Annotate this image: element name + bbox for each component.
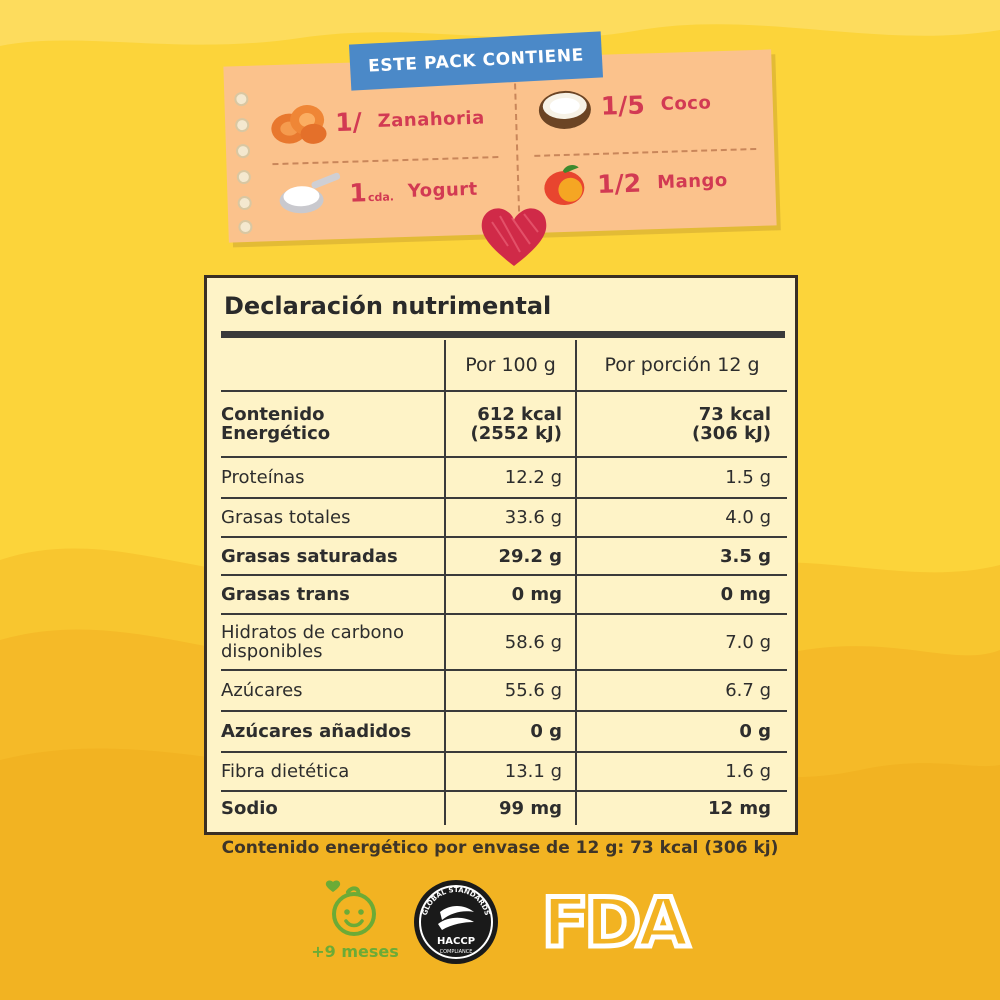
ingredient-name: Yogurt	[407, 178, 479, 202]
pack-item-yogurt: 1cda. Yogurt	[277, 167, 479, 217]
value-line: 612 kcal	[477, 404, 562, 425]
row-label: Grasas saturadas	[221, 537, 445, 576]
row-value-serving: 4.0 g	[576, 498, 787, 538]
row-label: Contenido Energético	[221, 391, 445, 458]
table-row: Grasas saturadas 29.2 g 3.5 g	[221, 537, 787, 576]
table-row: Azúcares 55.6 g 6.7 g	[221, 670, 787, 712]
quantity: 1/	[334, 106, 363, 137]
row-label: Grasas trans	[221, 575, 445, 615]
pack-card: 1/ Zanahoria 1/5 Coco 1cda. Yogurt	[223, 49, 777, 243]
table-row: Grasas totales 33.6 g 4.0 g	[221, 498, 787, 538]
quantity-unit: cda.	[367, 189, 395, 204]
row-label-line: disponibles	[221, 641, 323, 662]
row-value-100g: 12.2 g	[444, 457, 577, 499]
pack-card-body: 1/ Zanahoria 1/5 Coco 1cda. Yogurt	[223, 49, 777, 243]
haccp-seal-icon: GLOBAL STANDARDS HACCP COMPLIANCE	[414, 880, 498, 964]
row-label-line: Hidratos de carbono	[221, 622, 404, 643]
pack-item-zanahoria: 1/ Zanahoria	[268, 94, 485, 147]
row-value-serving: 0 g	[576, 711, 787, 753]
nutrition-facts-panel: Declaración nutrimental Por 100 g Por po…	[204, 275, 798, 835]
row-value-100g: 99 mg	[444, 791, 577, 825]
row-label: Hidratos de carbono disponibles	[221, 614, 445, 671]
row-label-line: Energético	[221, 423, 331, 444]
table-row: Grasas trans 0 mg 0 mg	[221, 575, 787, 615]
binder-hole	[234, 91, 249, 107]
quantity-number: 1	[348, 177, 368, 208]
row-label: Grasas totales	[221, 498, 445, 538]
value-line: (306 kJ)	[692, 423, 771, 444]
ingredient-name: Mango	[656, 169, 729, 193]
row-label: Sodio	[221, 798, 278, 819]
haccp-bottom-text: COMPLIANCE	[440, 949, 473, 955]
row-value-100g: 0 g	[444, 711, 577, 753]
table-row: Fibra dietética 13.1 g 1.6 g	[221, 752, 787, 792]
table-row: Contenido Energético 612 kcal (2552 kJ) 73…	[221, 391, 787, 458]
row-label: Azúcares	[221, 670, 445, 712]
title-rule	[221, 331, 785, 338]
energy-per-package-note: Contenido energético por envase de 12 g:…	[221, 838, 779, 858]
row-value-serving: 3.5 g	[576, 537, 787, 576]
fda-text: FDA	[542, 886, 690, 954]
header-empty	[221, 340, 445, 392]
divider-horizontal	[272, 156, 499, 166]
binder-hole	[237, 195, 252, 211]
pack-item-mango: 1/2 Mango	[539, 157, 729, 209]
baby-face-icon	[325, 880, 376, 936]
pack-item-coco: 1/5 Coco	[536, 79, 712, 130]
table-row: Sodio 99 mg 12 mg	[221, 791, 787, 825]
value-line: 73 kcal	[698, 404, 771, 425]
binder-hole	[238, 219, 253, 235]
carrot-icon	[271, 105, 327, 144]
row-value-100g: 612 kcal (2552 kJ)	[444, 391, 577, 458]
row-value-100g: 0 mg	[444, 575, 577, 615]
divider-vertical	[514, 83, 521, 212]
coconut-icon	[538, 90, 591, 129]
mango-icon	[544, 165, 585, 206]
row-value-100g: 55.6 g	[444, 670, 577, 712]
row-value-100g: 29.2 g	[444, 537, 577, 576]
fda-logo: FDA	[540, 886, 696, 954]
table-row: Azúcares añadidos 0 g 0 g	[221, 711, 787, 753]
row-value-serving: 73 kcal (306 kJ)	[576, 391, 787, 458]
header-per-100g: Por 100 g	[444, 340, 577, 392]
divider-horizontal	[534, 147, 757, 157]
row-label: Fibra dietética	[221, 752, 445, 792]
yogurt-spoon-icon	[279, 172, 341, 214]
nutrition-title: Declaración nutrimental	[224, 292, 552, 320]
row-value-serving: 0 mg	[576, 575, 787, 615]
ingredient-name: Coco	[660, 91, 712, 115]
quantity: 1cda.	[349, 177, 400, 208]
nutrition-table: Por 100 g Por porción 12 g Contenido Ener…	[221, 340, 787, 825]
binder-hole	[234, 117, 250, 133]
row-label: Proteínas	[221, 457, 445, 499]
table-row: Proteínas 12.2 g 1.5 g	[221, 457, 787, 499]
row-value-serving: 1.6 g	[576, 752, 787, 792]
table-row: Hidratos de carbono disponibles 58.6 g 7.…	[221, 614, 787, 671]
haccp-main-text: HACCP	[437, 936, 475, 947]
ingredient-name: Zanahoria	[377, 106, 486, 132]
quantity: 1/5	[600, 89, 646, 121]
binder-hole	[235, 143, 251, 159]
age-label: +9 meses	[311, 942, 399, 961]
row-label-line: Contenido	[221, 404, 325, 425]
table-header-row: Por 100 g Por porción 12 g	[221, 340, 787, 392]
heart-icon	[481, 208, 547, 266]
row-value-serving: 1.5 g	[576, 457, 787, 499]
row-label: Azúcares añadidos	[221, 711, 445, 753]
row-value-100g: 33.6 g	[444, 498, 577, 538]
quantity: 1/2	[596, 168, 642, 199]
row-value-100g: 13.1 g	[444, 752, 577, 792]
value-line: (2552 kJ)	[470, 423, 563, 444]
row-value-serving: 7.0 g	[576, 614, 787, 671]
row-value-serving: 6.7 g	[576, 670, 787, 712]
row-value-serving: 12 mg	[708, 798, 771, 819]
header-per-serving: Por porción 12 g	[576, 340, 787, 392]
binder-hole	[236, 169, 252, 185]
row-value-100g: 58.6 g	[444, 614, 577, 671]
